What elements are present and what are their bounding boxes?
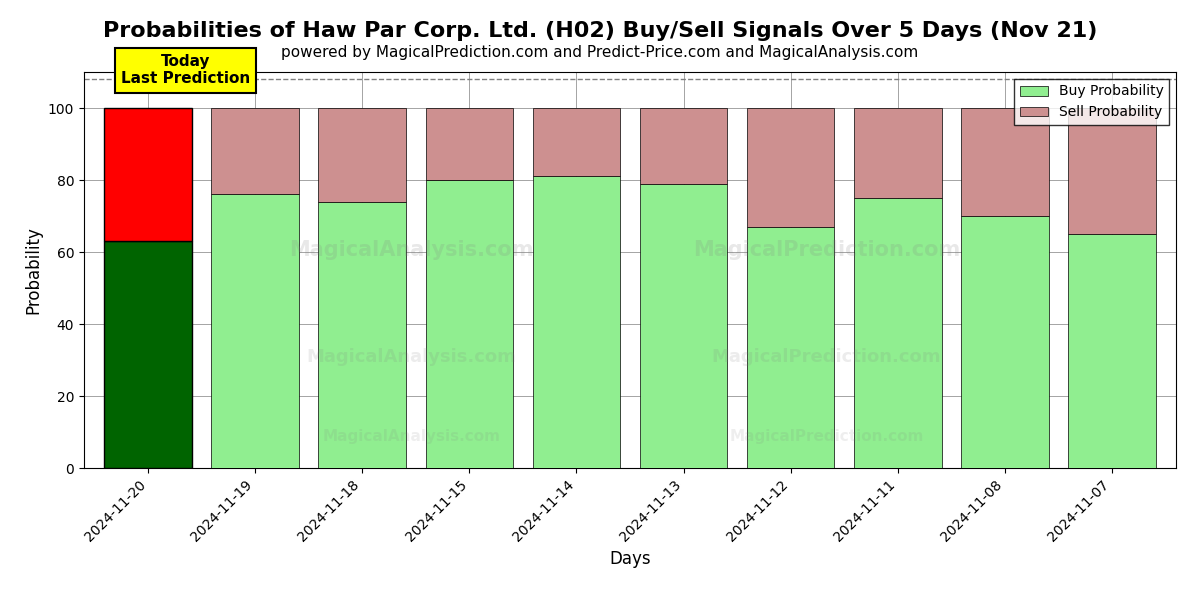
Bar [104, 108, 192, 241]
Bar [426, 180, 514, 468]
Text: powered by MagicalPrediction.com and Predict-Price.com and MagicalAnalysis.com: powered by MagicalPrediction.com and Pre… [281, 45, 919, 60]
X-axis label: Days: Days [610, 550, 650, 568]
Bar [1068, 108, 1156, 234]
Bar [961, 216, 1049, 468]
Bar [104, 241, 192, 468]
Bar [211, 194, 299, 468]
Bar [746, 227, 834, 468]
Legend: Buy Probability, Sell Probability: Buy Probability, Sell Probability [1014, 79, 1169, 125]
Bar [853, 108, 942, 198]
Bar [426, 108, 514, 180]
Text: MagicalAnalysis.com: MagicalAnalysis.com [323, 429, 500, 444]
Bar [533, 176, 620, 468]
Text: MagicalPrediction.com: MagicalPrediction.com [730, 429, 924, 444]
Bar [746, 108, 834, 227]
Bar [533, 108, 620, 176]
Bar [640, 108, 727, 184]
Text: Today
Last Prediction: Today Last Prediction [121, 54, 251, 86]
Text: MagicalPrediction.com: MagicalPrediction.com [692, 240, 960, 260]
Text: Probabilities of Haw Par Corp. Ltd. (H02) Buy/Sell Signals Over 5 Days (Nov 21): Probabilities of Haw Par Corp. Ltd. (H02… [103, 21, 1097, 41]
Text: MagicalPrediction.com: MagicalPrediction.com [712, 348, 941, 366]
Bar [640, 184, 727, 468]
Bar [211, 108, 299, 194]
Bar [318, 108, 407, 202]
Bar [318, 202, 407, 468]
Text: MagicalAnalysis.com: MagicalAnalysis.com [307, 348, 516, 366]
Bar [853, 198, 942, 468]
Bar [961, 108, 1049, 216]
Y-axis label: Probability: Probability [24, 226, 42, 314]
Bar [1068, 234, 1156, 468]
Text: MagicalAnalysis.com: MagicalAnalysis.com [289, 240, 534, 260]
